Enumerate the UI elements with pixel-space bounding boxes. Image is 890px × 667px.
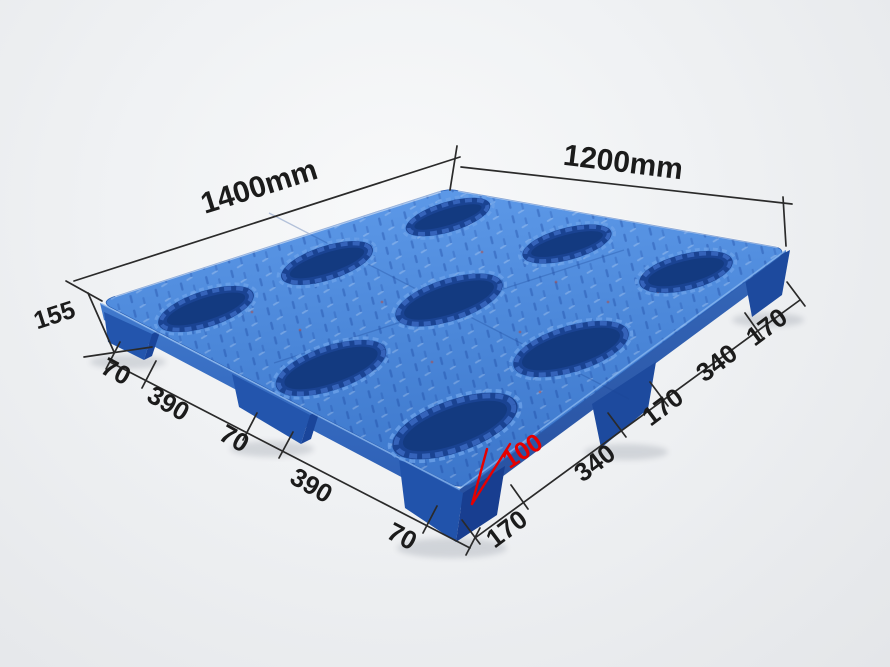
pallet-cavity — [271, 336, 391, 400]
dim-label-width: 1200mm — [562, 139, 685, 186]
leg-height-marker — [470, 442, 512, 506]
pallet-leg-corner-front-shade — [456, 466, 505, 542]
dimension-line-height — [65, 280, 153, 358]
pallet-cavity — [634, 247, 738, 297]
dimension-line-width — [460, 166, 793, 247]
dim-label-right-seg-3: 340 — [690, 338, 743, 388]
pallet-cavities — [153, 194, 738, 464]
pallet-cavity — [508, 317, 634, 381]
pallet — [90, 189, 804, 558]
dim-label-left-seg-1: 390 — [142, 379, 195, 427]
pallet-leg-corner-front — [399, 459, 463, 542]
pallet-leg-right-mid — [592, 362, 656, 448]
dim-label-left-seg-3: 390 — [285, 461, 338, 509]
pallet-cavity — [401, 194, 495, 240]
dimension-line-length — [73, 145, 461, 282]
pallet-leg-left-mid — [232, 374, 310, 444]
deck-side-right — [460, 250, 786, 508]
dim-label-height: 155 — [30, 296, 78, 336]
pallet-cavity — [153, 282, 259, 336]
pallet-cavity — [517, 220, 617, 268]
pallet-cavity — [390, 270, 508, 330]
pallet-leg-right-corner — [744, 250, 790, 317]
deck-edge-highlights — [101, 190, 786, 490]
dimension-chain-left — [105, 341, 481, 556]
deck-tread-texture — [106, 189, 782, 487]
pallet-leg-left-mid-shade — [301, 410, 320, 444]
dimension-lines — [65, 145, 806, 556]
pallet-leg-left-corner-shade — [144, 329, 161, 360]
dim-label-right-seg-4: 170 — [740, 302, 793, 352]
dimension-chain-right — [461, 281, 806, 545]
dim-label-length: 1400mm — [197, 153, 321, 221]
